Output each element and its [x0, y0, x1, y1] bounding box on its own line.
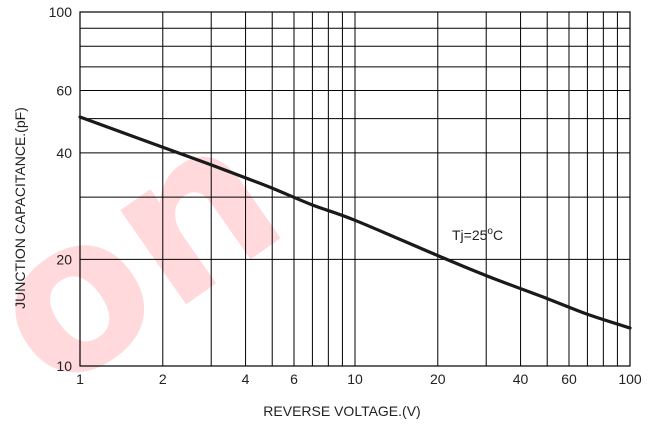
y-tick-label: 10 [56, 358, 72, 374]
y-axis-label: JUNCTION CAPACITANCE.(pF) [12, 107, 28, 309]
x-tick-label: 2 [159, 371, 167, 387]
y-tick-label: 60 [56, 83, 72, 99]
plot-frame [79, 11, 631, 367]
y-tick-label: 40 [56, 145, 72, 161]
y-tick-labels: 10 20 40 60 100 [49, 4, 73, 374]
x-tick-label: 6 [290, 371, 298, 387]
x-tick-labels: 1 2 4 6 10 20 40 60 100 [76, 371, 642, 387]
x-axis-label: REVERSE VOLTAGE.(V) [263, 403, 420, 419]
grid [80, 12, 630, 366]
y-tick-label: 20 [56, 251, 72, 267]
capacitance-curve [78, 115, 632, 330]
x-tick-label: 20 [430, 371, 446, 387]
x-tick-label: 100 [618, 371, 642, 387]
x-tick-label: 4 [242, 371, 250, 387]
temperature-annotation: Tj=25oC [452, 226, 503, 243]
y-tick-label: 100 [49, 4, 73, 20]
x-tick-label: 10 [347, 371, 363, 387]
x-tick-label: 40 [513, 371, 529, 387]
x-tick-label: 60 [561, 371, 577, 387]
x-tick-label: 1 [76, 371, 84, 387]
